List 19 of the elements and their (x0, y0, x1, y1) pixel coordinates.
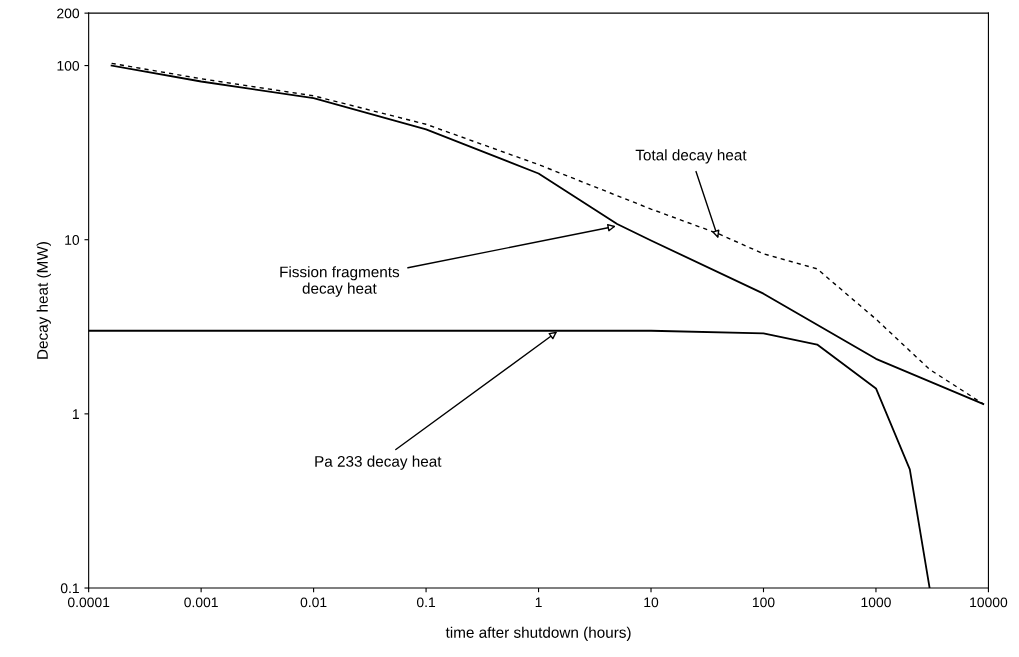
x-tick-label: 0.001 (184, 597, 218, 608)
x-tick-label: 10 (644, 597, 659, 608)
x-tick-label: 1000 (861, 597, 891, 608)
x-tick-label: 0.01 (300, 597, 327, 608)
y-tick-label: 100 (57, 60, 80, 71)
x-tick-label: 0.1 (416, 597, 436, 608)
x-tick-label: 10000 (970, 597, 1008, 608)
annotation: Pa 233 decay heat (315, 455, 442, 470)
x-tick-label: 1 (535, 597, 542, 608)
annotation: Total decay heat (635, 149, 747, 164)
x-tick-label: 0.0001 (67, 597, 110, 608)
y-tick-label: 1 (72, 409, 79, 419)
y-tick-label: 0.1 (60, 583, 79, 594)
x-tick-label: 100 (752, 597, 775, 608)
y-axis-title: Decay heat (MW) (36, 242, 51, 359)
x-axis-title: time after shutdown (hours) (445, 626, 631, 641)
annotation: Fission fragments decay heat (280, 266, 400, 297)
y-tick-label: 200 (57, 8, 80, 19)
y-tick-label: 10 (65, 235, 80, 245)
